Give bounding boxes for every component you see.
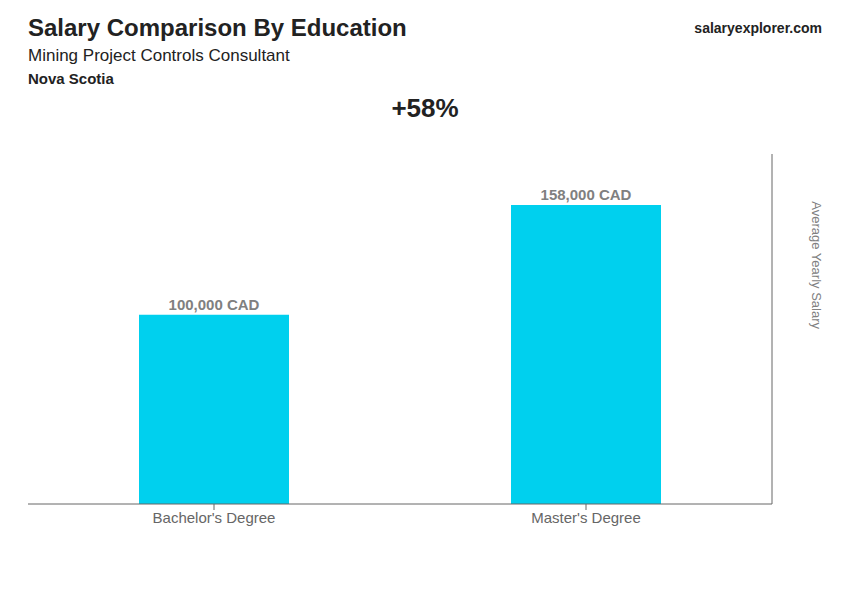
html-text:Mining Project Controls Consul: Mining Project Controls Consultant (28, 46, 290, 65)
svg-text:Average Yearly Salary: Average Yearly Salary (809, 201, 824, 329)
svg-text:Master's Degree: Master's Degree (531, 509, 641, 526)
svg-text:158,000 CAD: 158,000 CAD (541, 186, 632, 203)
svg-text:100,000 CAD: 100,000 CAD (169, 296, 260, 313)
html-text:Nova Scotia: Nova Scotia (28, 70, 114, 87)
html-text:Salary Comparison By Education: Salary Comparison By Education (28, 14, 407, 41)
html-text:+58%: +58% (391, 93, 459, 123)
html-text:salaryexplorer.com: salaryexplorer.com (694, 20, 822, 36)
svg-text:Bachelor's Degree: Bachelor's Degree (153, 509, 276, 526)
